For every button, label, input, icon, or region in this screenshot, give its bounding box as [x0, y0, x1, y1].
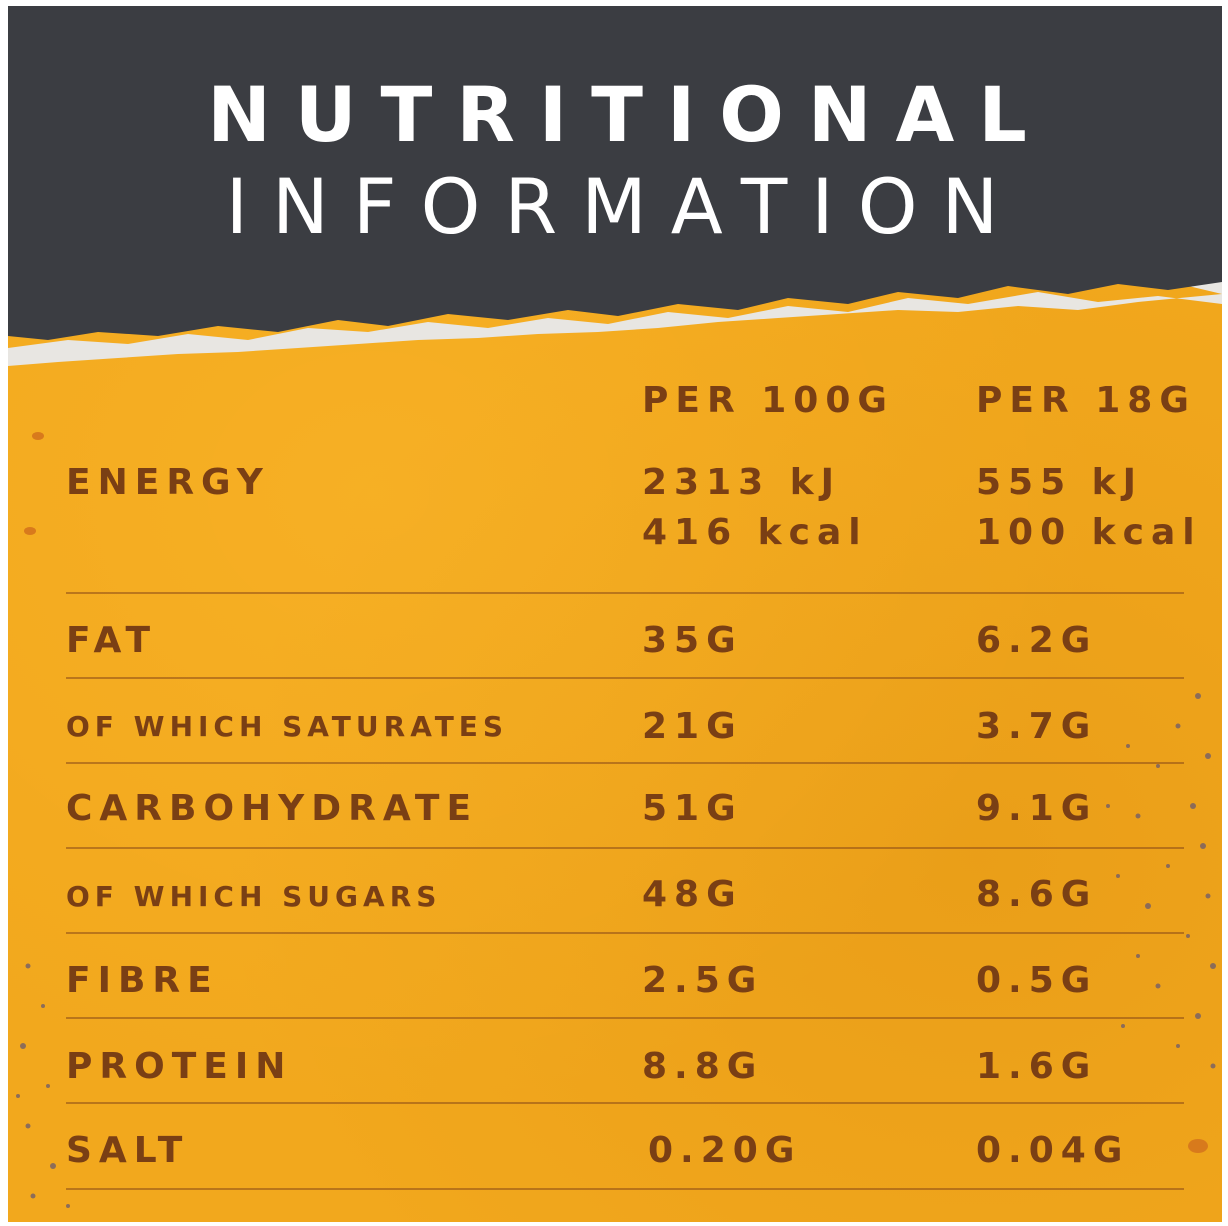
fat-per-100g: 35G	[642, 620, 743, 661]
row-label-protein: PROTEIN	[66, 1046, 293, 1087]
carbohydrate-per-serving: 9.1G	[976, 788, 1098, 829]
sugars-per-serving: 8.6G	[976, 874, 1098, 915]
row-label-saturates: OF WHICH SATURATES	[66, 710, 509, 743]
torn-paper-header	[8, 6, 1222, 366]
title-line-2: INFORMATION	[225, 162, 1023, 251]
protein-per-serving: 1.6G	[976, 1046, 1098, 1087]
row-divider	[66, 592, 1184, 594]
energy-kcal-per-100g: 416 kcal	[642, 512, 868, 553]
protein-per-100g: 8.8G	[642, 1046, 764, 1087]
column-header-per-serving: PER 18G	[976, 380, 1196, 421]
energy-kj-per-100g: 2313 kJ	[642, 462, 842, 503]
row-divider	[66, 762, 1184, 764]
salt-per-100g: 0.20G	[648, 1130, 802, 1171]
saturates-per-serving: 3.7G	[976, 706, 1098, 747]
fat-per-serving: 6.2G	[976, 620, 1098, 661]
row-divider	[66, 1188, 1184, 1190]
nutrition-panel: NUTRITIONAL INFORMATION PER 100G PER 18G…	[8, 6, 1222, 1222]
row-divider	[66, 1102, 1184, 1104]
row-label-energy: ENERGY	[66, 462, 270, 503]
column-header-per-100g: PER 100G	[642, 380, 894, 421]
fibre-per-serving: 0.5G	[976, 960, 1098, 1001]
row-label-fat: FAT	[66, 620, 158, 661]
row-divider	[66, 932, 1184, 934]
carbohydrate-per-100g: 51G	[642, 788, 743, 829]
row-label-carbohydrate: CARBOHYDRATE	[66, 788, 479, 829]
row-label-salt: SALT	[66, 1130, 190, 1171]
title-line-1: NUTRITIONAL	[207, 70, 1051, 159]
row-divider	[66, 677, 1184, 679]
saturates-per-100g: 21G	[642, 706, 743, 747]
energy-kj-per-serving: 555 kJ	[976, 462, 1144, 503]
row-label-sugars: OF WHICH SUGARS	[66, 880, 442, 913]
header-dark-band	[8, 6, 1222, 340]
salt-per-serving: 0.04G	[976, 1130, 1130, 1171]
sugars-per-100g: 48G	[642, 874, 743, 915]
row-label-fibre: FIBRE	[66, 960, 219, 1001]
energy-kcal-per-serving: 100 kcal	[976, 512, 1202, 553]
row-divider	[66, 1017, 1184, 1019]
fibre-per-100g: 2.5G	[642, 960, 764, 1001]
row-divider	[66, 847, 1184, 849]
